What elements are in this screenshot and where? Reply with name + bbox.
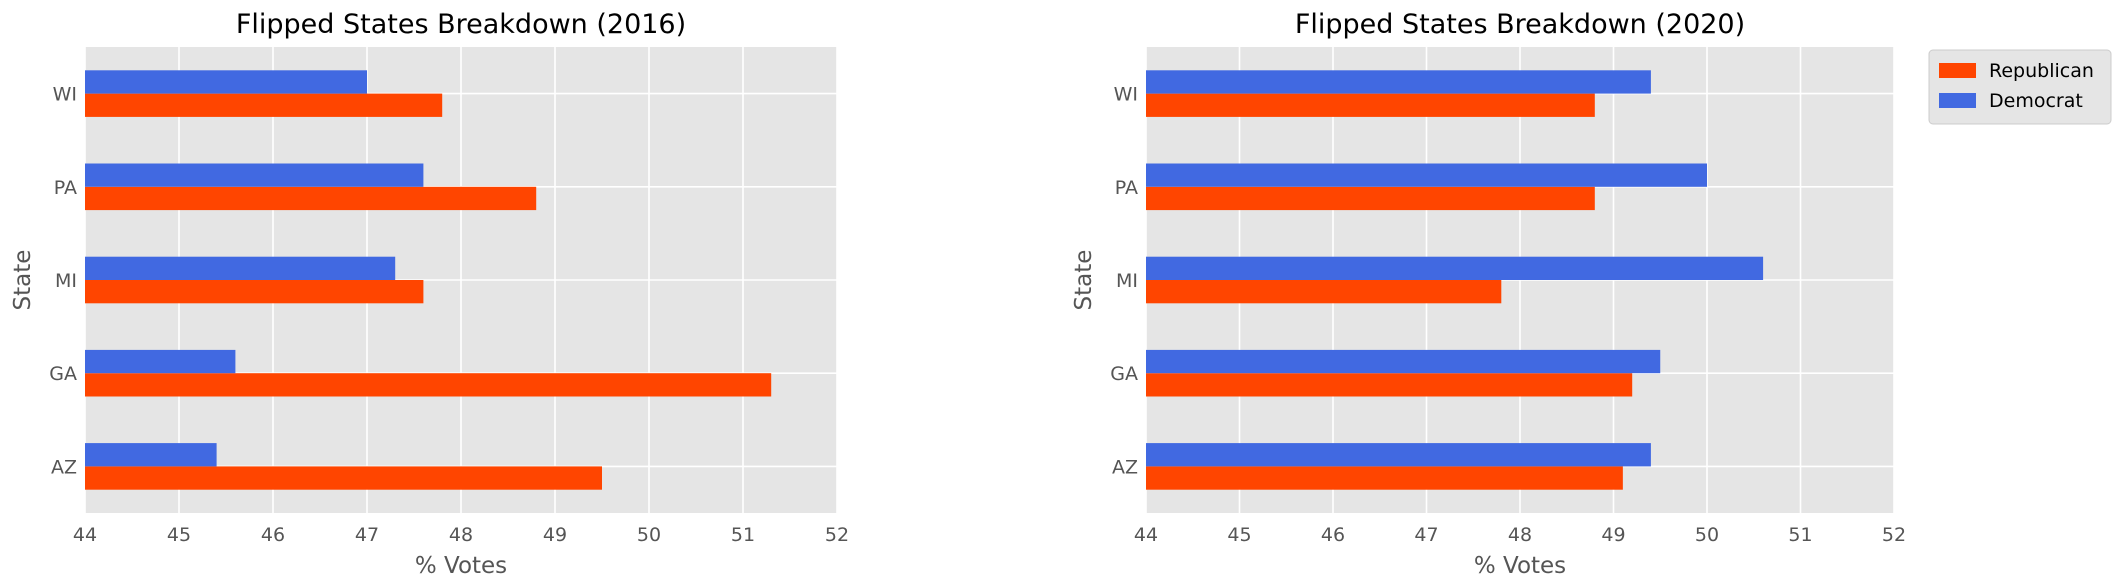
bar-democrat-mi (85, 256, 396, 280)
y-tick-labels: AZ GA MI PA WI (1110, 84, 1138, 479)
bar-democrat-mi (1146, 256, 1764, 280)
chart-2016: Flipped States Breakdown (2016) % Votes … (10, 9, 849, 579)
y-tick-label: WI (53, 84, 77, 106)
bar-republican-pa (85, 186, 537, 211)
y-tick-label: GA (49, 363, 77, 385)
legend: Republican Democrat (1928, 49, 2112, 125)
bar-democrat-wi (85, 70, 367, 94)
y-tick-label: WI (1114, 84, 1138, 106)
bar-democrat-pa (1146, 163, 1707, 187)
x-tick-label: 50 (1695, 524, 1719, 546)
bar-democrat-az (1146, 443, 1651, 467)
bar-republican-wi (1146, 93, 1595, 117)
x-tick-label: 51 (731, 524, 755, 546)
bars (85, 70, 772, 490)
x-tick-label: 45 (167, 524, 191, 546)
chart-2020: Flipped States Breakdown (2020) % Votes … (1071, 9, 1906, 579)
x-axis-label: % Votes (1474, 553, 1566, 579)
x-tick-label: 48 (1508, 524, 1532, 546)
y-tick-labels: AZ GA MI PA WI (49, 84, 77, 479)
bar-republican-mi (1146, 280, 1502, 304)
series-republican (1146, 93, 1633, 490)
y-tick-label: AZ (1112, 456, 1138, 478)
series-republican (85, 93, 772, 490)
y-axis-label: State (10, 250, 36, 311)
chart-title: Flipped States Breakdown (2020) (1295, 9, 1745, 40)
chart-title: Flipped States Breakdown (2016) (236, 9, 686, 40)
x-tick-label: 52 (1882, 524, 1906, 546)
x-tick-label: 45 (1227, 524, 1251, 546)
bar-republican-az (85, 466, 602, 490)
legend-label-republican: Republican (1989, 60, 2094, 82)
x-tick-label: 44 (1134, 524, 1158, 546)
y-axis-label: State (1071, 250, 1097, 311)
bar-republican-mi (85, 280, 424, 304)
x-tick-label: 50 (637, 524, 661, 546)
x-tick-label: 46 (261, 524, 285, 546)
y-tick-label: MI (55, 270, 77, 292)
bar-democrat-wi (1146, 70, 1651, 94)
y-tick-label: PA (54, 177, 77, 199)
y-tick-label: MI (1116, 270, 1138, 292)
bar-republican-ga (85, 373, 772, 397)
x-axis-label: % Votes (415, 553, 507, 579)
x-tick-label: 48 (449, 524, 473, 546)
x-tick-label: 49 (543, 524, 567, 546)
y-tick-label: AZ (51, 456, 77, 478)
bar-democrat-ga (85, 349, 236, 374)
x-tick-labels: 44 45 46 47 48 49 50 51 52 (1134, 524, 1906, 546)
bars (1146, 70, 1764, 490)
x-tick-label: 51 (1788, 524, 1812, 546)
series-democrat (85, 70, 424, 467)
y-tick-label: GA (1110, 363, 1138, 385)
bar-democrat-pa (85, 163, 424, 187)
y-tick-label: PA (1115, 177, 1138, 199)
bar-republican-ga (1146, 373, 1633, 397)
series-democrat (1146, 70, 1764, 467)
x-tick-label: 44 (73, 524, 97, 546)
legend-label-democrat: Democrat (1989, 90, 2083, 112)
bar-republican-wi (85, 93, 443, 117)
bar-democrat-ga (1146, 349, 1661, 374)
bar-democrat-az (85, 443, 217, 467)
bar-republican-az (1146, 466, 1623, 490)
x-tick-label: 49 (1601, 524, 1625, 546)
x-tick-label: 52 (825, 524, 849, 546)
legend-swatch-democrat (1939, 93, 1976, 108)
x-tick-labels: 44 45 46 47 48 49 50 51 52 (73, 524, 849, 546)
bar-republican-pa (1146, 186, 1595, 211)
x-tick-label: 46 (1321, 524, 1345, 546)
legend-swatch-republican (1939, 63, 1976, 78)
x-tick-label: 47 (1414, 524, 1438, 546)
x-tick-label: 47 (355, 524, 379, 546)
